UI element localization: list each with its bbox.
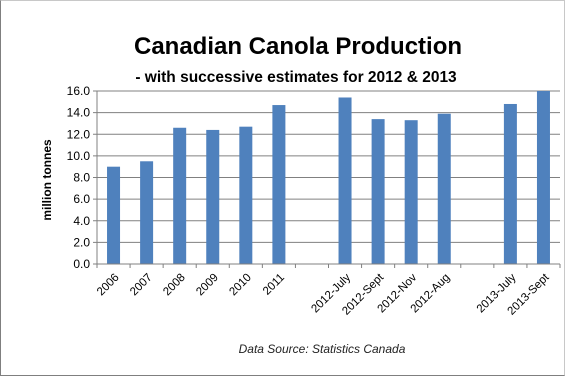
y-tick-label: 0.0 [73, 257, 90, 271]
bar [140, 161, 154, 264]
y-tick-label: 4.0 [73, 214, 90, 228]
y-tick-label: 10.0 [67, 149, 91, 163]
bar [371, 119, 385, 264]
chart-title: Canadian Canola Production [134, 33, 462, 60]
data-source-note: Data Source: Statistics Canada [239, 342, 406, 356]
y-tick-label: 14.0 [67, 106, 91, 120]
axes [93, 90, 561, 268]
bar [536, 91, 550, 264]
y-tick-label: 12.0 [67, 127, 91, 141]
x-tick-label: 2010 [227, 272, 254, 299]
x-tick-label: 2007 [128, 272, 155, 299]
x-tick-labels: 2006 2007 2008 2009 2010 2011 2012-July2012-Se… [95, 271, 552, 318]
x-tick-label: 2011 [261, 272, 287, 298]
x-tick-label: 2006 [95, 272, 122, 299]
y-tick-label: 2.0 [73, 235, 90, 249]
y-tick-label: 8.0 [73, 171, 90, 185]
bar [173, 127, 187, 264]
y-axis-label: million tonnes [40, 139, 54, 221]
bar [404, 120, 418, 264]
x-tick-label: 2009 [194, 272, 221, 299]
bar [503, 103, 517, 264]
bar [206, 129, 220, 264]
y-tick-labels: 0.0 2.0 4.0 6.0 8.0 10.0 12.0 14.0 16.0 [67, 84, 91, 271]
bars [107, 91, 550, 265]
bar [338, 97, 352, 264]
gridlines [97, 90, 560, 243]
bar [107, 166, 121, 264]
y-tick-label: 16.0 [67, 84, 91, 98]
chart-subtitle: - with successive estimates for 2012 & 2… [135, 69, 457, 86]
bar [437, 113, 451, 264]
y-tick-label: 6.0 [73, 192, 90, 206]
x-tick-label: 2008 [161, 272, 188, 299]
bar [239, 126, 253, 265]
bar [272, 105, 286, 265]
